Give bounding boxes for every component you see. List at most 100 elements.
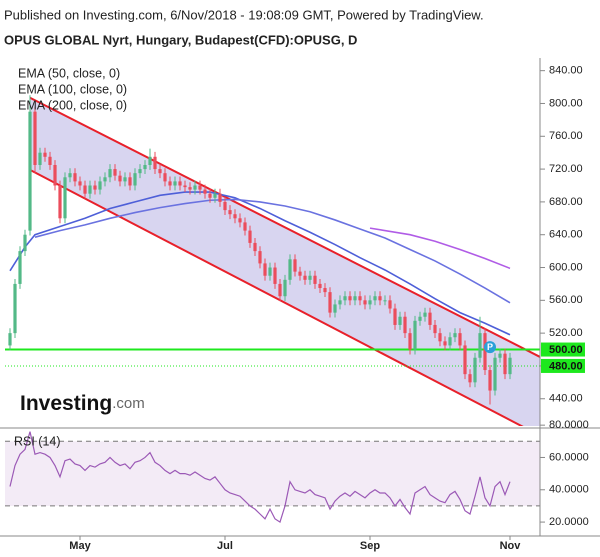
- candle-body: [273, 267, 277, 284]
- candle-body: [88, 185, 92, 194]
- candle-body: [438, 333, 442, 342]
- candle-body: [138, 169, 142, 174]
- rsi-legend: RSI (14): [14, 434, 61, 448]
- price-label-box: [541, 342, 585, 357]
- candle-body: [43, 152, 47, 157]
- candle-body: [483, 333, 487, 371]
- candle-body: [133, 173, 137, 186]
- candle-body: [173, 181, 177, 186]
- logo: Investing.com: [20, 392, 145, 415]
- candle-body: [303, 275, 307, 280]
- y-tick-label: 560.00: [549, 294, 583, 306]
- rsi-line: [9, 431, 511, 524]
- y-tick-label: 720.00: [549, 163, 583, 175]
- candle-body: [383, 300, 387, 302]
- candle-body: [263, 263, 267, 276]
- rsi-tick-label: 80.0000: [549, 419, 589, 431]
- candle-body: [343, 296, 347, 301]
- candle-body: [58, 185, 62, 219]
- marker-label: P: [487, 342, 493, 352]
- x-tick-label: Sep: [360, 540, 380, 552]
- price-label-box: [541, 358, 585, 373]
- candle-body: [113, 169, 117, 176]
- candle-body: [23, 234, 27, 252]
- candle-body: [453, 333, 457, 338]
- candle-body: [223, 201, 227, 211]
- candle-body: [13, 283, 17, 334]
- axes: 440.00 480.00 520.00 560.00 600.00 640.00 680.…: [0, 58, 600, 552]
- candle-body: [238, 218, 242, 223]
- candle-body: [363, 300, 367, 305]
- chart-title: OPUS GLOBAL Nyrt, Hungary, Budapest(CFD)…: [4, 32, 357, 47]
- ema-line: [34, 198, 511, 304]
- channel-line: [29, 96, 540, 358]
- candle-body: [188, 187, 192, 190]
- candle-body: [478, 333, 482, 358]
- candle-body: [358, 296, 362, 301]
- y-tick-label: 680.00: [549, 196, 583, 208]
- y-tick-label: 840.00: [549, 65, 583, 77]
- candle-body: [233, 214, 237, 219]
- candle-body: [73, 173, 77, 182]
- candle-body: [208, 193, 212, 198]
- candle-body: [38, 152, 42, 165]
- candle-body: [408, 333, 412, 350]
- candle-body: [508, 357, 512, 375]
- candle-body: [468, 374, 472, 383]
- candle-body: [83, 185, 87, 194]
- candle-body: [178, 181, 182, 186]
- candle-body: [118, 175, 122, 182]
- candle-body: [498, 353, 502, 358]
- candle-body: [258, 251, 262, 264]
- x-tick-label: Nov: [500, 540, 522, 552]
- rsi-tick-label: 40.0000: [549, 484, 589, 496]
- candle-body: [298, 271, 302, 276]
- candle-body: [203, 189, 207, 194]
- x-tick-label: Jul: [217, 540, 233, 552]
- candle-body: [103, 177, 107, 182]
- candle-body: [128, 177, 132, 186]
- candle-body: [193, 185, 197, 190]
- candle-body: [278, 283, 282, 297]
- candle-body: [318, 283, 322, 289]
- candle-body: [243, 222, 247, 231]
- candle-body: [488, 370, 492, 391]
- candle-body: [63, 177, 67, 219]
- candle-body: [198, 185, 202, 190]
- candle-body: [328, 292, 332, 313]
- ema-line: [9, 191, 511, 336]
- rsi-tick-label: 60.0000: [549, 451, 589, 463]
- candle-body: [323, 288, 327, 293]
- y-tick-label: 440.00: [549, 393, 583, 405]
- candle-body: [293, 259, 297, 272]
- candle-body: [53, 164, 57, 186]
- candle-body: [503, 353, 507, 375]
- candle-body: [123, 177, 127, 182]
- channel-fill: [30, 97, 540, 426]
- candle-body: [393, 308, 397, 325]
- candle-body: [353, 296, 357, 301]
- candle-body: [78, 181, 82, 186]
- price-panel: P: [5, 95, 540, 426]
- candle-body: [68, 173, 72, 178]
- candle-body: [163, 173, 167, 182]
- legend-entry: EMA (200, close, 0): [18, 98, 127, 112]
- ema-line: [369, 227, 511, 270]
- candle-body: [413, 320, 417, 350]
- candle-body: [333, 304, 337, 313]
- candle-body: [33, 111, 37, 165]
- candle-body: [398, 316, 402, 325]
- candle-body: [28, 111, 32, 231]
- candle-body: [338, 300, 342, 305]
- candle-body: [168, 181, 172, 186]
- logo-word: Investing: [20, 392, 112, 415]
- candle-body: [268, 267, 272, 276]
- candle-body: [143, 164, 147, 170]
- candle-body: [448, 337, 452, 346]
- candle-body: [228, 210, 232, 215]
- candle-body: [403, 316, 407, 334]
- logo-suffix: .com: [112, 395, 145, 412]
- candle-body: [248, 230, 252, 243]
- rsi-tick-label: 20.0000: [549, 516, 589, 528]
